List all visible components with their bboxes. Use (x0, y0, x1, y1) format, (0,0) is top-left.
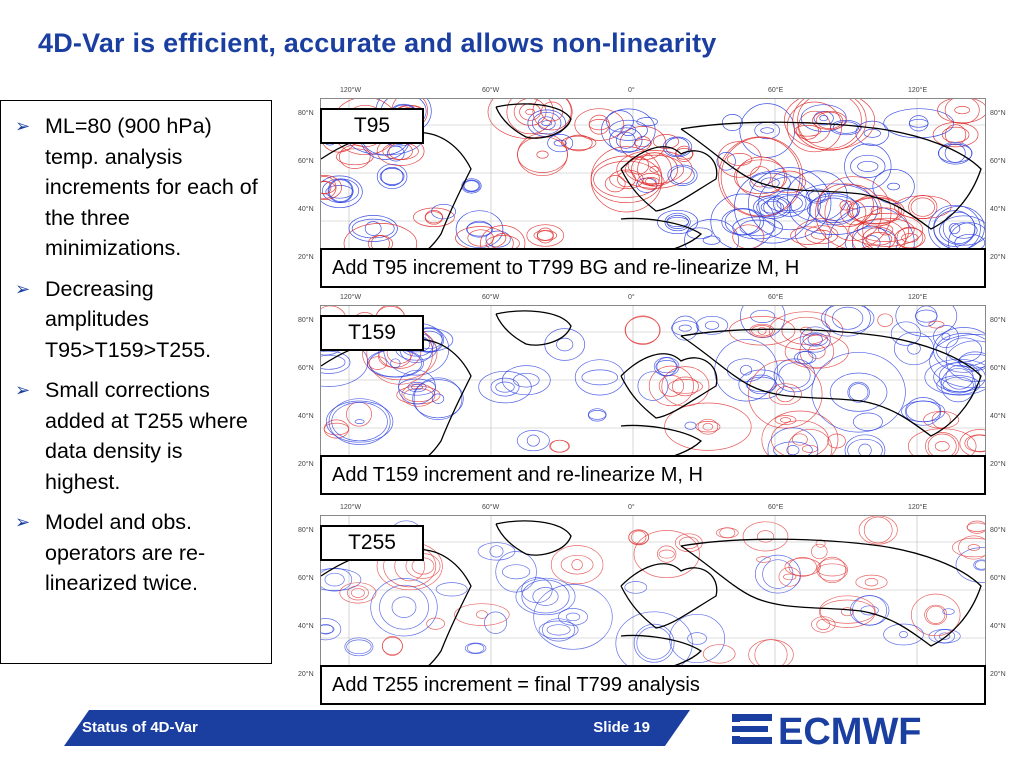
lat-label: 80°N (990, 527, 1006, 534)
lat-label: 80°N (298, 110, 314, 117)
lon-label: 120°E (908, 504, 928, 511)
bullet-text: Model and obs. operators are re-lineariz… (45, 510, 206, 595)
increment-map (320, 515, 986, 673)
panel-caption: Add T255 increment = final T799 analysis (320, 665, 986, 705)
lon-label: 120°E (908, 294, 928, 301)
increment-panel-t95: 120°W 60°W 0° 60°E 120°E 80°N 60°N 40°N … (296, 87, 1008, 288)
lat-label: 40°N (990, 623, 1006, 630)
resolution-label: T159 (320, 315, 424, 351)
lat-label: 60°N (298, 575, 314, 582)
lon-label: 120°W (340, 87, 362, 94)
arrow-bullet-icon: ➢ (15, 512, 31, 532)
increment-panel-t255: 120°W 60°W 0° 60°E 120°E 80°N 60°N 40°N … (296, 504, 1008, 705)
lat-label: 80°N (990, 317, 1006, 324)
lon-label: 0° (628, 87, 635, 94)
slide-title: 4D-Var is efficient, accurate and allows… (38, 28, 717, 58)
panel-caption: Add T159 increment and re-linearize M, H (320, 455, 986, 495)
lon-label: 0° (628, 294, 635, 301)
increment-panel-t159: 120°W 60°W 0° 60°E 120°E 80°N 60°N 40°N … (296, 294, 1008, 495)
lat-label: 60°N (298, 158, 314, 165)
lat-label: 20°N (298, 254, 314, 261)
bullet-text: Small corrections added at T255 where da… (45, 378, 248, 494)
footer-title: Status of 4D-Var (82, 719, 198, 736)
lat-label: 40°N (298, 623, 314, 630)
lon-label: 60°E (768, 294, 784, 301)
arrow-bullet-icon: ➢ (15, 116, 31, 136)
lat-label: 40°N (990, 413, 1006, 420)
panel-caption: Add T95 increment to T799 BG and re-line… (320, 248, 986, 288)
bullet-box: ➢ ML=80 (900 hPa) temp. analysis incremen… (0, 100, 272, 664)
bullet-item: ➢ Model and obs. operators are re-lineari… (15, 507, 263, 599)
lat-label: 60°N (298, 365, 314, 372)
bullet-item: ➢ ML=80 (900 hPa) temp. analysis incremen… (15, 111, 263, 264)
lon-label: 60°W (482, 87, 500, 94)
lon-label: 0° (628, 504, 635, 511)
lat-label: 20°N (990, 671, 1006, 678)
lat-label: 40°N (298, 206, 314, 213)
contour-map-svg (321, 516, 985, 672)
bullet-text: ML=80 (900 hPa) temp. analysis increment… (45, 114, 258, 260)
lat-label: 20°N (298, 461, 314, 468)
bullet-item: ➢ Small corrections added at T255 where d… (15, 375, 263, 497)
lat-label: 40°N (990, 206, 1006, 213)
lat-label: 80°N (298, 317, 314, 324)
lon-label: 120°W (340, 294, 362, 301)
lat-label: 40°N (298, 413, 314, 420)
lat-label: 80°N (298, 527, 314, 534)
bullet-text: Decreasing amplitudes T95>T159>T255. (45, 276, 212, 362)
resolution-label: T255 (320, 525, 424, 561)
lon-label: 60°E (768, 504, 784, 511)
lat-label: 20°N (990, 254, 1006, 261)
lat-label: 60°N (990, 575, 1006, 582)
lat-label: 80°N (990, 110, 1006, 117)
resolution-label: T95 (320, 108, 424, 144)
lon-label: 60°W (482, 504, 500, 511)
bullet-list: ➢ ML=80 (900 hPa) temp. analysis incremen… (1, 101, 271, 599)
lon-label: 120°E (908, 87, 928, 94)
logo-text: ECMWF (778, 711, 922, 752)
ecmwf-logo-mark-icon (724, 714, 772, 744)
arrow-bullet-icon: ➢ (15, 278, 31, 299)
lat-label: 60°N (990, 158, 1006, 165)
lon-label: 120°W (340, 504, 362, 511)
lat-label: 20°N (298, 671, 314, 678)
ecmwf-logo: ECMWF (724, 711, 922, 752)
contour-map-svg (321, 306, 985, 462)
footer-bar: Status of 4D-Var Slide 19 (64, 710, 690, 746)
slide-number: Slide 19 (593, 719, 650, 736)
lon-label: 60°W (482, 294, 500, 301)
lat-label: 20°N (990, 461, 1006, 468)
bullet-item: ➢ Decreasing amplitudes T95>T159>T255. (15, 274, 263, 366)
lat-label: 60°N (990, 365, 1006, 372)
increment-map (320, 305, 986, 463)
lon-label: 60°E (768, 87, 784, 94)
arrow-bullet-icon: ➢ (15, 380, 31, 400)
